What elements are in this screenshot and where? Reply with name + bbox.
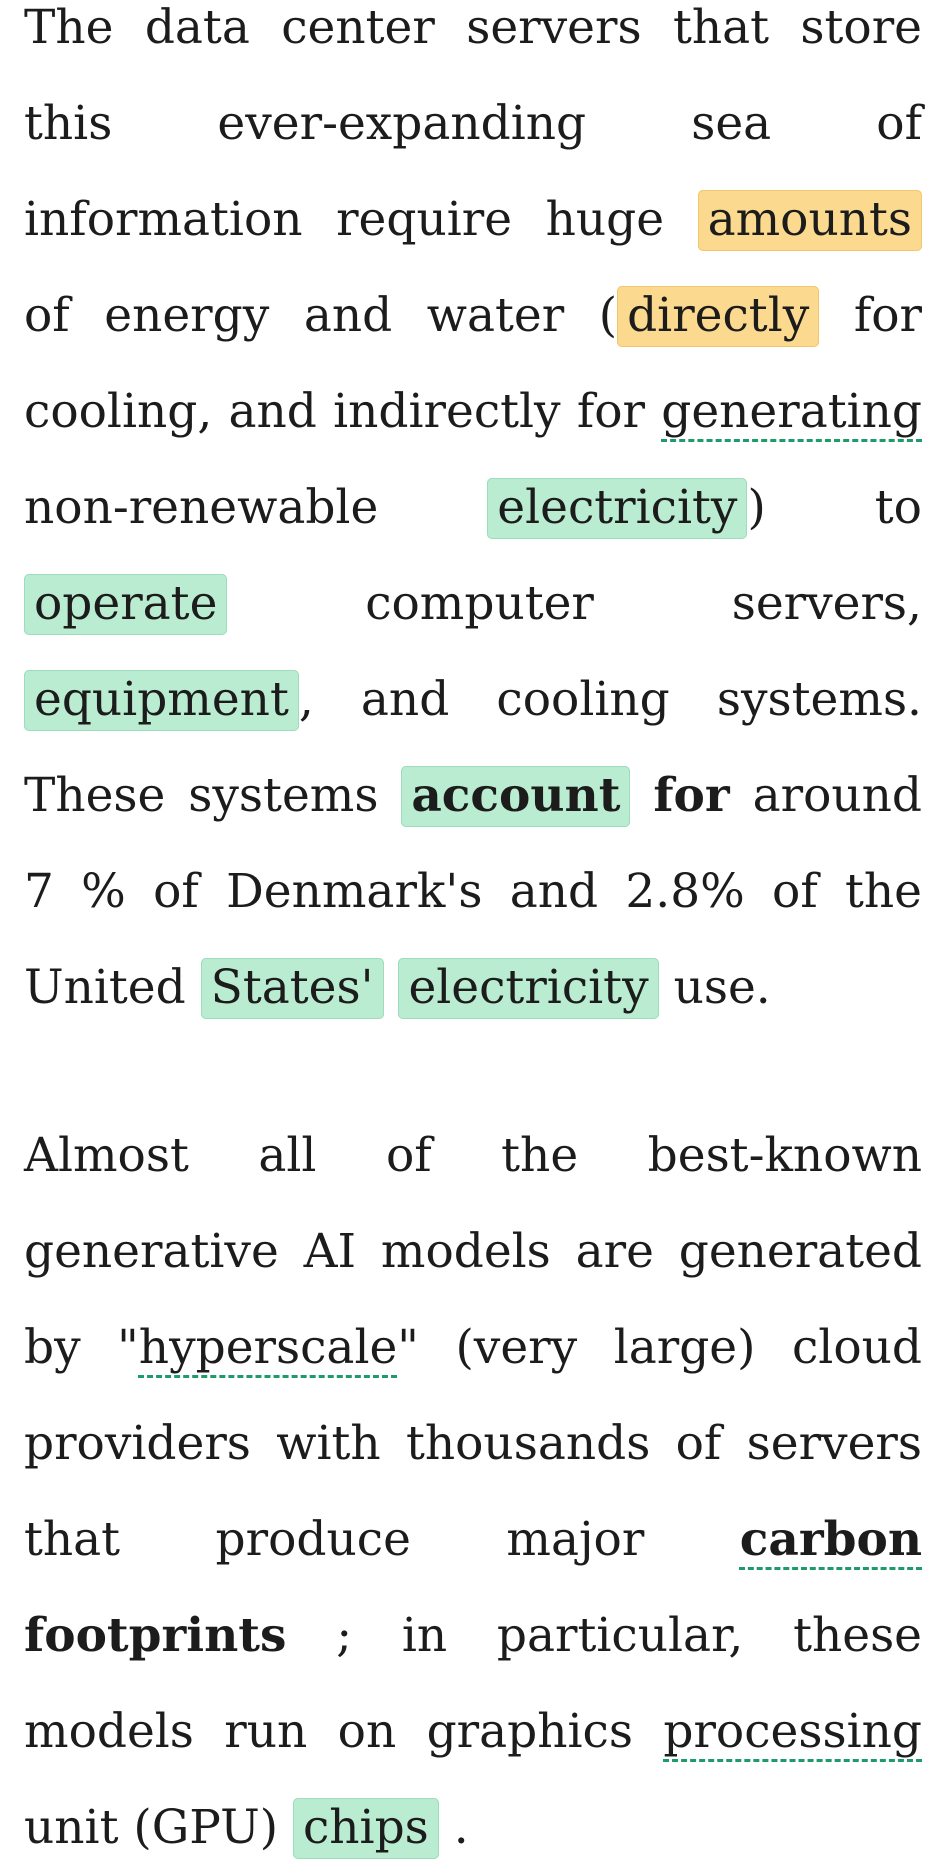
underlined-word-processing[interactable]: processing [663,1704,922,1759]
bold-word-for: for [653,768,730,823]
highlight-account[interactable]: account [401,766,631,827]
reader-content: The data center servers that store this … [24,0,922,1876]
highlight-states[interactable]: States' [200,958,384,1019]
underlined-word-carbon[interactable]: carbon [739,1512,922,1567]
underlined-word-hyperscale[interactable]: hyperscale [138,1320,398,1375]
text-run: ) to [747,480,922,535]
text-run: for cooling, and indirectly for [24,288,922,439]
text-run: around 7 % of Denmark's and 2.8% of the … [24,768,922,1015]
text-run: unit (GPU) [24,1800,293,1855]
highlight-operate[interactable]: operate [24,574,228,635]
highlight-directly[interactable]: directly [617,286,820,347]
highlight-chips[interactable]: chips [292,1798,439,1859]
highlight-amounts[interactable]: amounts [697,190,922,251]
text-run: , and cooling systems. These systems [24,672,922,823]
paragraph-1: The data center servers that store this … [24,0,922,1036]
text-run: " (very large) cloud providers with thou… [24,1320,922,1567]
highlight-equipment[interactable]: equipment [24,670,299,731]
highlight-electricity[interactable]: electricity [487,478,748,539]
text-run: . [438,1800,469,1855]
highlight-electricity-2[interactable]: electricity [398,958,659,1019]
text-run: of energy and water ( [24,288,618,343]
text-run: non-renewable [24,480,488,535]
text-run [384,960,399,1015]
text-run: use. [658,960,771,1015]
text-run: computer servers, [227,576,922,631]
text-run: ; in particular, these models run on gra… [24,1608,922,1759]
text-run: Almost all of the best-known generative … [24,1128,922,1375]
paragraph-2: Almost all of the best-known generative … [24,1108,922,1876]
bold-word-footprints: footprints [24,1608,287,1663]
text-run: The data center servers that store this … [24,0,922,247]
text-run [630,768,653,823]
underlined-word-generating[interactable]: generating [661,384,922,439]
